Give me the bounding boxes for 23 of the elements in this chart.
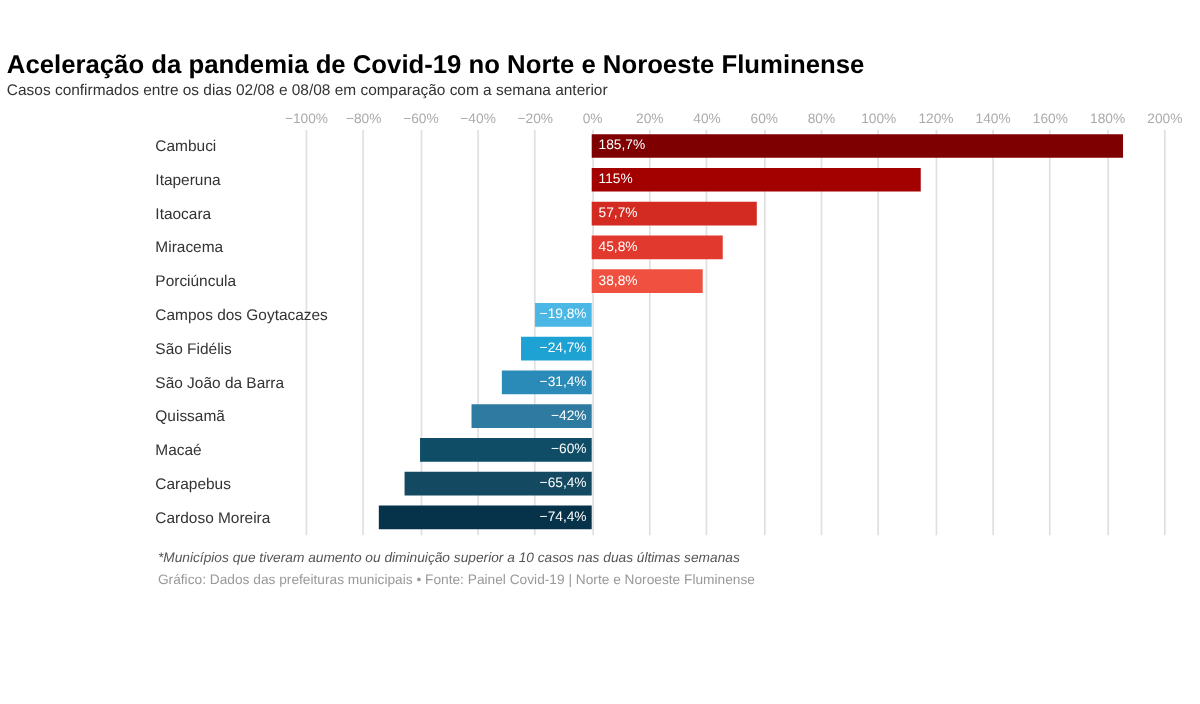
y-tick-label: Carapebus bbox=[155, 474, 232, 493]
y-tick-label: Cardoso Moreira bbox=[155, 508, 272, 527]
chart-subtitle: Casos confirmados entre os dias 02/08 e 08/08 em comparação com a semana anterior bbox=[6, 80, 609, 99]
bar bbox=[591, 201, 757, 226]
y-tick-label: Campos dos Goytacazes bbox=[155, 306, 329, 324]
y-tick-label: Itaperuna bbox=[155, 170, 223, 189]
y-tick-label: Itaocara bbox=[155, 204, 213, 223]
bar bbox=[471, 404, 592, 428]
bar bbox=[591, 235, 723, 260]
y-tick-label: Porciúncula bbox=[155, 272, 238, 291]
bar bbox=[404, 471, 592, 496]
bar bbox=[378, 505, 592, 530]
y-tick-label: São Fidélis bbox=[155, 339, 233, 358]
y-tick-label: Macaé bbox=[155, 441, 202, 460]
bar bbox=[420, 438, 592, 462]
y-tick-label: Quissamã bbox=[155, 407, 227, 426]
y-tick-label: Cambuci bbox=[155, 137, 217, 156]
bar bbox=[591, 167, 921, 192]
bar bbox=[591, 134, 1124, 158]
y-tick-label: São João da Barra bbox=[155, 373, 286, 392]
chart-title: Aceleração da pandemia de Covid-19 no Norte e Noroeste Fluminense bbox=[6, 48, 865, 79]
y-tick-label: Miracema bbox=[155, 238, 225, 257]
bar bbox=[591, 269, 703, 293]
